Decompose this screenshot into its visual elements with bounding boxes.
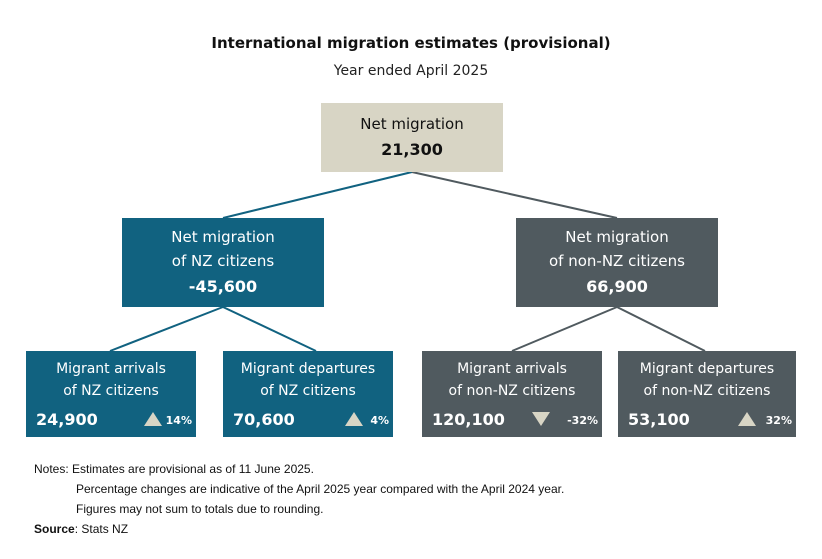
connector-top-right	[411, 171, 618, 219]
leaf-label-1: Migrant departures	[240, 361, 376, 377]
triangle-up-icon	[345, 412, 363, 426]
non-nz-net-label-1: Net migration	[565, 228, 669, 246]
leaf-label-1: Migrant arrivals	[457, 361, 567, 377]
non-nz-net-value: 66,900	[586, 277, 648, 296]
connector-nonnz-departures	[616, 306, 706, 352]
non-nz-net-migration-box: Net migration of non-NZ citizens 66,900	[516, 218, 718, 307]
non-nz-arrivals-box: Migrant arrivals of non-NZ citizens 120,…	[422, 351, 602, 437]
leaf-change: 32%	[765, 414, 792, 427]
connector-nonnz-arrivals	[511, 306, 618, 352]
leaf-change: 14%	[165, 414, 192, 427]
leaf-value: 70,600	[233, 410, 295, 429]
notes-line-2: Percentage changes are indicative of the…	[76, 482, 565, 496]
leaf-label-2: of non-NZ citizens	[448, 383, 576, 399]
connector-nz-departures	[222, 306, 317, 352]
source-line: Source: Stats NZ	[34, 519, 564, 539]
diagram-title: International migration estimates (provi…	[211, 34, 611, 52]
leaf-value: 120,100	[432, 410, 505, 429]
triangle-up-icon	[144, 412, 162, 426]
nz-net-label-1: Net migration	[171, 228, 275, 246]
nz-arrivals-box: Migrant arrivals of NZ citizens 24,900 1…	[26, 351, 196, 437]
nz-net-label-2: of NZ citizens	[171, 252, 275, 270]
leaf-label-1: Migrant departures	[639, 361, 775, 377]
notes-line-1: Notes: Estimates are provisional as of 1…	[34, 462, 314, 476]
triangle-up-icon	[738, 412, 756, 426]
notes-block: Notes: Estimates are provisional as of 1…	[34, 459, 564, 539]
leaf-label-2: of non-NZ citizens	[643, 383, 771, 399]
source-value: : Stats NZ	[74, 522, 129, 536]
leaf-value: 24,900	[36, 410, 98, 429]
net-migration-label: Net migration	[360, 115, 464, 133]
source-label: Source	[34, 522, 75, 536]
leaf-value: 53,100	[628, 410, 690, 429]
nz-departures-box: Migrant departures of NZ citizens 70,600…	[223, 351, 393, 437]
leaf-label-2: of NZ citizens	[63, 383, 159, 399]
non-nz-net-label-2: of non-NZ citizens	[549, 252, 685, 270]
triangle-down-icon	[532, 412, 550, 426]
non-nz-departures-box: Migrant departures of non-NZ citizens 53…	[618, 351, 796, 437]
nz-net-migration-box: Net migration of NZ citizens -45,600	[122, 218, 324, 307]
leaf-change: 4%	[370, 414, 389, 427]
diagram-subtitle: Year ended April 2025	[333, 63, 489, 79]
notes-line-3: Figures may not sum to totals due to rou…	[76, 502, 324, 516]
leaf-label-2: of NZ citizens	[260, 383, 356, 399]
net-migration-value: 21,300	[381, 140, 443, 159]
connector-nz-arrivals	[109, 306, 224, 352]
net-migration-box: Net migration 21,300	[321, 103, 503, 172]
nz-net-value: -45,600	[188, 277, 258, 296]
leaf-label-1: Migrant arrivals	[56, 361, 166, 377]
connector-top-left	[222, 171, 413, 219]
leaf-change: -32%	[567, 414, 598, 427]
